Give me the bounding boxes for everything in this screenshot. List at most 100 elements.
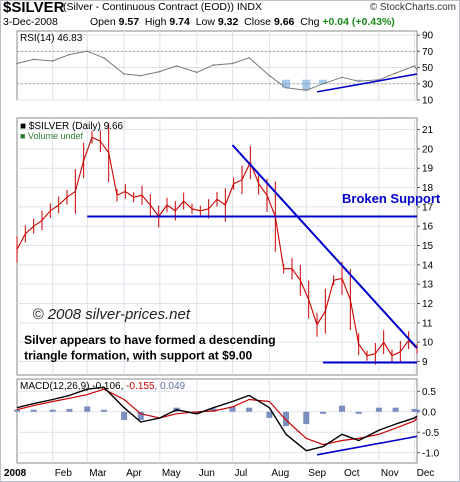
stockcharts-watermark: © StockCharts.com <box>369 2 456 13</box>
macd-legend: MACD(12,26,9) -0.106, -0.155, 0.049 <box>20 381 186 392</box>
rsi-panel <box>16 30 418 101</box>
x-axis-month-label: Mar <box>89 468 107 479</box>
price-line <box>16 136 418 357</box>
macd-histogram-bar <box>319 411 326 414</box>
rsi-point <box>123 73 125 75</box>
x-axis-month-label: Jul <box>234 468 247 479</box>
y-tick-label: 50 <box>422 63 434 74</box>
macd-histogram-bar <box>49 409 56 412</box>
y-tick-label: 15 <box>422 241 434 252</box>
y-tick-label: -0.5 <box>422 428 440 439</box>
chart-description: (Silver - Continuous Contract (EOD)) IND… <box>63 1 262 13</box>
macd-histogram-bar <box>66 408 73 412</box>
y-tick-label: 9 <box>422 357 428 368</box>
macd-histogram-bar <box>246 407 253 412</box>
x-axis-month-label: Feb <box>55 468 73 479</box>
rsi-point <box>140 74 142 77</box>
macd-histogram-bar <box>30 409 37 412</box>
y-tick-label: 30 <box>422 79 434 90</box>
rsi-point <box>195 71 198 74</box>
quote-change: +0.04 (+0.43%) <box>322 16 395 28</box>
rsi-trendline <box>316 73 418 93</box>
rsi-point <box>394 72 397 75</box>
macd-signal-line <box>16 388 418 446</box>
x-axis-month-label: Sep <box>308 468 326 479</box>
macd-histogram-bar <box>392 407 399 412</box>
exchange-text: INDX <box>236 1 262 13</box>
rsi-point <box>159 70 161 73</box>
macd-histogram-bar <box>303 411 310 425</box>
quote-low: 9.32 <box>217 16 239 28</box>
y-tick-label: 11 <box>422 318 433 329</box>
y-tick-label: 19 <box>422 164 434 175</box>
rsi-point <box>305 89 308 92</box>
y-tick-label: 10 <box>422 96 434 107</box>
rsi-oversold-fill <box>282 79 291 88</box>
macd-histogram-bar <box>266 411 273 418</box>
macd-histogram-bar <box>375 407 382 412</box>
y-tick-label: 0.5 <box>422 387 436 398</box>
rsi-point <box>86 50 89 53</box>
rsi-point <box>268 74 271 77</box>
y-tick-label: 0.0 <box>422 407 436 418</box>
y-tick-label: 90 <box>422 31 434 42</box>
rsi-point <box>322 82 324 85</box>
macd-line <box>16 386 418 452</box>
rsi-point <box>68 53 71 56</box>
rsi-point <box>175 65 178 67</box>
macd-histogram-bar <box>137 411 144 420</box>
rsi-point <box>248 56 250 59</box>
quote-high: 9.74 <box>169 16 190 28</box>
x-axis-month-label: May <box>162 468 181 479</box>
rsi-point <box>285 87 287 89</box>
y-tick-label: 14 <box>422 260 434 271</box>
y-tick-label: 20 <box>422 144 434 155</box>
x-axis-month-label: Aug <box>271 468 289 479</box>
rsi-oversold-fill <box>302 79 311 91</box>
x-axis-year-label: 2008 <box>4 468 27 479</box>
macd-histogram-bar <box>339 405 345 412</box>
y-tick-label: 18 <box>422 183 434 194</box>
rsi-line <box>16 50 418 91</box>
rsi-point <box>357 80 360 83</box>
price-legend: ■ $SILVER (Daily) 9.66 <box>20 121 124 132</box>
annotation-copyright: © 2008 silver-prices.net <box>32 306 190 323</box>
signal-value: -0.155 <box>126 381 155 392</box>
volume-legend: ■ Volume undef <box>20 131 83 141</box>
rsi-oversold-fill <box>354 79 363 82</box>
quote-date: 3-Dec-2008 <box>3 16 58 28</box>
rsi-legend: RSI(14) 46.83 <box>20 33 83 44</box>
annotation-line-1: Silver appears to have formed a descendi… <box>24 333 275 347</box>
x-axis-month-label: Nov <box>381 468 399 479</box>
macd-histogram-bar <box>355 411 362 414</box>
annotation-line-2: triangle formation, with support at $9.0… <box>24 349 252 363</box>
annotation-broken-support: Broken Support <box>342 191 441 206</box>
macd-histogram-bar <box>84 406 91 412</box>
macd-histogram-bar <box>121 411 128 420</box>
rsi-point <box>103 56 105 59</box>
x-axis-month-label: Oct <box>344 468 360 479</box>
y-tick-label: 70 <box>422 47 434 58</box>
quote-open: 9.57 <box>118 16 140 28</box>
macd-histogram-bar <box>100 409 107 412</box>
y-tick-label: 16 <box>422 222 434 233</box>
description-text: (Silver - Continuous Contract (EOD)) <box>63 1 234 13</box>
quote-close: 9.66 <box>273 16 295 28</box>
macd-histogram-bar <box>193 411 200 414</box>
y-tick-label: 13 <box>422 280 434 291</box>
rsi-point <box>16 62 18 65</box>
y-tick-label: 10 <box>422 338 434 349</box>
rsi-point <box>51 60 54 62</box>
y-tick-label: -1.0 <box>422 448 440 459</box>
y-tick-label: 17 <box>422 202 434 213</box>
x-axis-month-label: Jun <box>199 468 215 479</box>
x-axis-month-label: Apr <box>126 468 142 479</box>
x-axis-month-label: Dec <box>417 468 435 479</box>
rsi-point <box>212 64 215 66</box>
rsi-point <box>231 62 234 65</box>
rsi-point <box>32 58 35 61</box>
macd-histogram-bar <box>283 411 290 427</box>
macd-histogram-bar <box>414 409 420 412</box>
